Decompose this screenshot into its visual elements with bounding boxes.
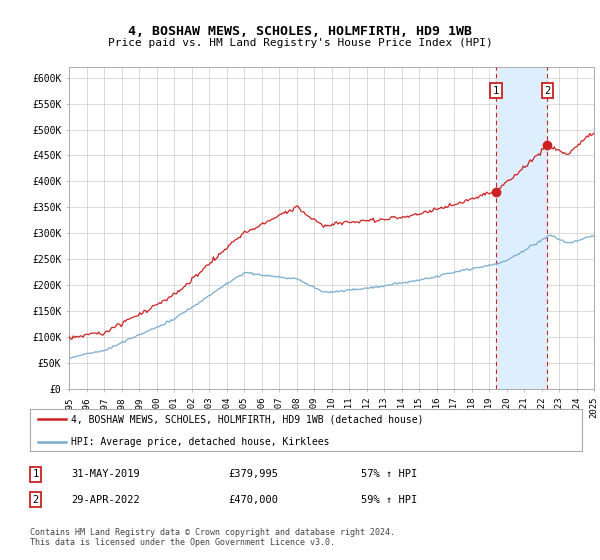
Text: 2: 2 xyxy=(32,494,38,505)
Text: Contains HM Land Registry data © Crown copyright and database right 2024.
This d: Contains HM Land Registry data © Crown c… xyxy=(30,528,395,547)
Text: Price paid vs. HM Land Registry's House Price Index (HPI): Price paid vs. HM Land Registry's House … xyxy=(107,38,493,48)
Text: 4, BOSHAW MEWS, SCHOLES, HOLMFIRTH, HD9 1WB (detached house): 4, BOSHAW MEWS, SCHOLES, HOLMFIRTH, HD9 … xyxy=(71,414,424,424)
Text: £470,000: £470,000 xyxy=(229,494,279,505)
Text: £379,995: £379,995 xyxy=(229,469,279,479)
Text: 2: 2 xyxy=(544,86,550,96)
Bar xyxy=(496,67,547,389)
Text: 1: 1 xyxy=(493,86,499,96)
Text: 4, BOSHAW MEWS, SCHOLES, HOLMFIRTH, HD9 1WB: 4, BOSHAW MEWS, SCHOLES, HOLMFIRTH, HD9 … xyxy=(128,25,472,38)
Text: 59% ↑ HPI: 59% ↑ HPI xyxy=(361,494,418,505)
Text: 57% ↑ HPI: 57% ↑ HPI xyxy=(361,469,418,479)
Text: HPI: Average price, detached house, Kirklees: HPI: Average price, detached house, Kirk… xyxy=(71,437,330,446)
Text: 31-MAY-2019: 31-MAY-2019 xyxy=(71,469,140,479)
Text: 1: 1 xyxy=(32,469,38,479)
Text: 29-APR-2022: 29-APR-2022 xyxy=(71,494,140,505)
